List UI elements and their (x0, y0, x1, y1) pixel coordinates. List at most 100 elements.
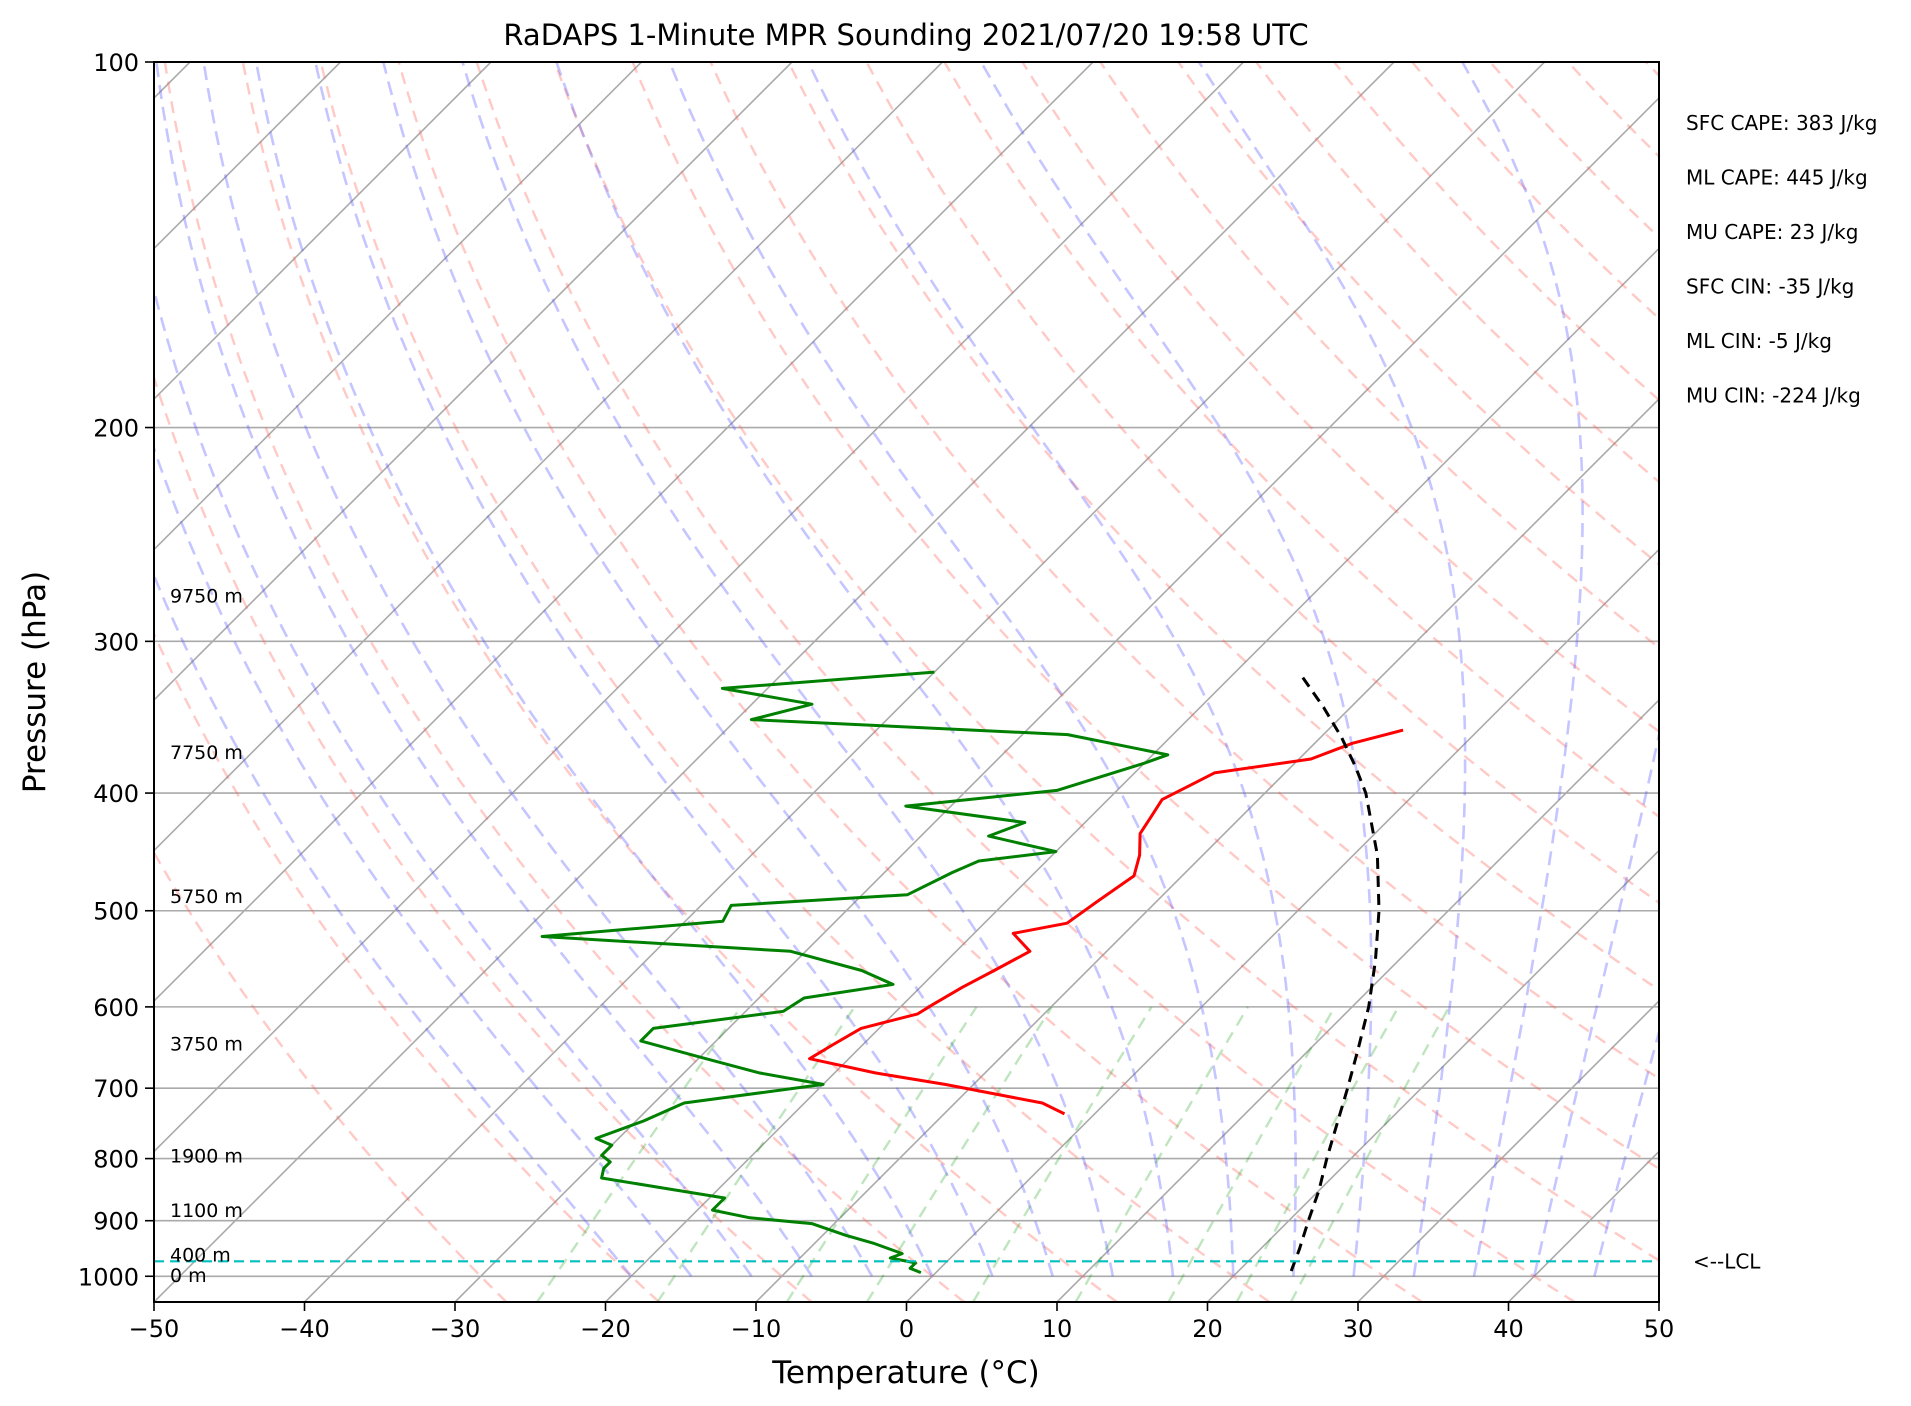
chart-title: RaDAPS 1-Minute MPR Sounding 2021/07/20 … (503, 18, 1308, 52)
moist-adiabat-line (154, 572, 633, 1278)
x-tick-label: 10 (1042, 1315, 1073, 1343)
moist-adiabat-line (1461, 62, 1584, 1277)
mixing-ratio-line (1289, 1006, 1451, 1302)
height-labels: 9750 m 7750 m 5750 m 3750 m 1900 m 1100 m 400 … (170, 585, 243, 1287)
dry-adiabat-line (631, 62, 1659, 1171)
x-tick-label: 30 (1343, 1315, 1374, 1343)
mixing-ratio-line (536, 1006, 742, 1302)
x-tick-label: −30 (430, 1315, 481, 1343)
mixing-ratio-line (1235, 1006, 1400, 1302)
x-tick-label: 0 (899, 1315, 914, 1343)
stat-text: ML CAPE: 445 J/kg (1686, 166, 1868, 190)
dry-adiabat-line (1177, 62, 1659, 566)
dry-adiabat-lines (154, 62, 1659, 1302)
y-tick-label: 400 (93, 780, 139, 808)
height-label: 5750 m (170, 886, 243, 908)
isotherm-line (303, 62, 1546, 1302)
y-tick-label: 300 (93, 628, 139, 656)
height-label: 9750 m (170, 585, 243, 607)
isotherm-line (154, 62, 1395, 1302)
isotherm-line (604, 247, 1659, 1302)
dry-adiabat-line (163, 62, 965, 1302)
stat-text: SFC CIN: -35 J/kg (1686, 275, 1854, 299)
x-tick-label: −40 (279, 1315, 330, 1343)
moist-adiabat-line (314, 62, 994, 1277)
y-tick-label: 700 (93, 1075, 139, 1103)
isotherm-line (154, 62, 1094, 1003)
stat-text: ML CIN: -5 J/kg (1686, 329, 1832, 353)
y-tick-label: 100 (93, 49, 139, 77)
x-axis-ticks: −50 −40 −30 −20 −10 0 10 20 30 40 50 (129, 1302, 1675, 1343)
mixing-ratio-line (971, 1006, 1153, 1302)
moist-adiabat-line (807, 62, 1297, 1277)
moist-adiabat-line (668, 62, 1235, 1277)
isotherm-line (154, 62, 1245, 1153)
isotherm-line (1357, 999, 1659, 1302)
moist-adiabat-line (1197, 62, 1467, 1277)
series-line (808, 728, 1404, 1116)
isotherm-line (154, 62, 944, 852)
lcl-label: <--LCL (1693, 1249, 1761, 1273)
isotherm-line (454, 96, 1659, 1302)
sounding-series (540, 670, 1404, 1274)
isotherm-line (1056, 698, 1659, 1302)
x-tick-label: −10 (731, 1315, 782, 1343)
y-tick-label: 600 (93, 994, 139, 1022)
moist-adiabat-line (461, 62, 1115, 1277)
plot-area (154, 62, 1659, 1302)
height-label: 400 m (170, 1245, 231, 1267)
moist-adiabat-line (155, 62, 813, 1277)
mixing-ratio-lines (536, 1006, 1451, 1302)
moist-adiabat-line (979, 62, 1373, 1277)
isotherm-line (1206, 849, 1659, 1302)
series-line (540, 670, 1170, 1274)
dry-adiabat-line (865, 62, 1659, 905)
dry-adiabat-line (319, 62, 1271, 1302)
x-tick-label: −50 (129, 1315, 180, 1343)
y-tick-label: 500 (93, 898, 139, 926)
dry-adiabat-line (241, 62, 1118, 1302)
stat-text: SFC CAPE: 383 J/kg (1686, 111, 1877, 135)
y-tick-label: 1000 (78, 1263, 139, 1291)
dry-adiabat-line (553, 62, 1659, 1262)
isotherm-line (154, 62, 643, 551)
dry-adiabat-line (154, 631, 660, 1302)
x-axis-label: Temperature (°C) (771, 1355, 1040, 1391)
dry-adiabat-line (1255, 62, 1659, 484)
moist-adiabat-line (154, 444, 693, 1278)
dry-adiabat-line (475, 62, 1576, 1302)
dry-adiabat-line (787, 62, 1659, 992)
moist-adiabat-lines (154, 62, 1659, 1278)
moist-adiabat-line (1593, 1027, 1659, 1277)
dry-adiabat-line (154, 374, 813, 1302)
isotherm-line (755, 397, 1659, 1302)
height-label: 3750 m (170, 1033, 243, 1055)
dry-adiabat-line (397, 62, 1423, 1302)
stat-text: MU CAPE: 23 J/kg (1686, 220, 1858, 244)
stats-panel: SFC CAPE: 383 J/kg ML CAPE: 445 J/kg MU CA… (1686, 111, 1877, 408)
mixing-ratio-line (1167, 1006, 1336, 1302)
y-tick-label: 800 (93, 1146, 139, 1174)
series-line (1289, 674, 1381, 1272)
moist-adiabat-line (202, 62, 874, 1277)
x-tick-label: 50 (1644, 1315, 1675, 1343)
stat-text: MU CIN: -224 J/kg (1686, 384, 1861, 408)
height-label: 0 m (170, 1265, 207, 1287)
x-tick-label: 40 (1493, 1315, 1524, 1343)
isotherm-gridlines (154, 62, 1659, 1302)
height-label: 1100 m (170, 1200, 243, 1222)
moist-adiabat-line (254, 62, 934, 1277)
x-tick-label: −20 (580, 1315, 631, 1343)
height-label: 1900 m (170, 1145, 243, 1167)
moist-adiabat-line (154, 285, 753, 1278)
mixing-ratio-line (1074, 1006, 1249, 1302)
moist-adiabat-line (382, 62, 1054, 1277)
y-axis-ticks: 100 200 300 400 500 600 700 800 900 1000 (78, 49, 154, 1291)
isobar-gridlines (154, 62, 1659, 1278)
x-tick-label: 20 (1192, 1315, 1223, 1343)
y-axis-label: Pressure (hPa) (17, 571, 53, 793)
dry-adiabat-line (943, 62, 1659, 819)
mixing-ratio-line (865, 1006, 1053, 1302)
mixing-ratio-line (656, 1006, 856, 1302)
